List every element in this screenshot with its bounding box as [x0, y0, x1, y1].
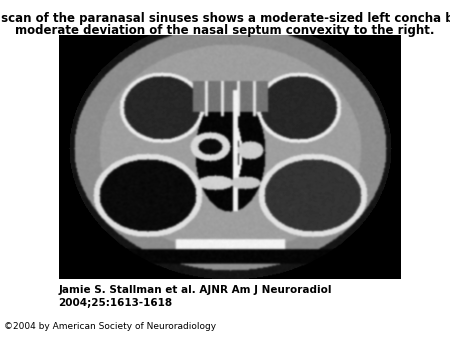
Text: moderate deviation of the nasal septum convexity to the right.: moderate deviation of the nasal septum c…: [15, 24, 435, 37]
Text: AJNR: AJNR: [302, 284, 373, 308]
Text: ©2004 by American Society of Neuroradiology: ©2004 by American Society of Neuroradiol…: [4, 321, 216, 331]
Text: Jamie S. Stallman et al. AJNR Am J Neuroradiol: Jamie S. Stallman et al. AJNR Am J Neuro…: [58, 285, 332, 295]
Text: Coronal CT scan of the paranasal sinuses shows a moderate-sized left concha bull: Coronal CT scan of the paranasal sinuses…: [0, 12, 450, 25]
Text: 2004;25:1613-1618: 2004;25:1613-1618: [58, 298, 173, 308]
Text: AMERICAN JOURNAL OF NEURORADIOLOGY: AMERICAN JOURNAL OF NEURORADIOLOGY: [291, 305, 384, 309]
